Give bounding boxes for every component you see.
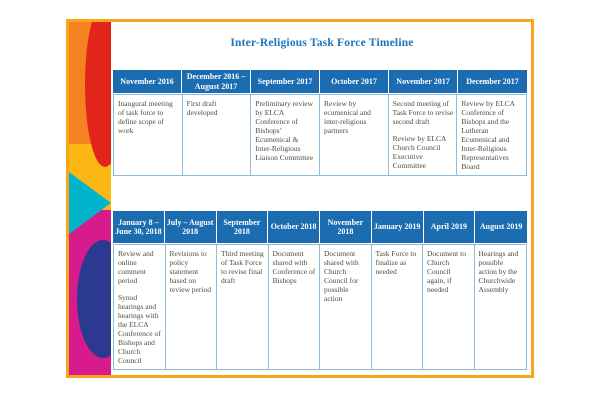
table-header-cell: December 2016 – August 2017 [182, 70, 251, 94]
table-header-row: January 8 – June 30, 2018 July – August … [113, 211, 527, 244]
table-cell: Preliminary review by ELCA Conference of… [251, 95, 320, 175]
table-header-cell: September 2018 [216, 211, 269, 244]
table-cell: First draft developed [182, 95, 252, 175]
slide-frame: Inter-Religious Task Force Timeline Nove… [66, 19, 534, 378]
table-cell: Review and online comment period Synod h… [114, 245, 166, 369]
timeline-table-2018-2019: January 8 – June 30, 2018 July – August … [113, 211, 527, 370]
table-header-cell: August 2019 [475, 211, 527, 244]
table-cell: Document shared with Church Council for … [320, 245, 372, 369]
table-header-cell: November 2017 [389, 70, 458, 94]
table-header-cell: December 2017 [458, 70, 527, 94]
slide-title: Inter-Religious Task Force Timeline [230, 37, 414, 49]
table-cell: Hearings and possible action by the Chur… [474, 245, 526, 369]
table-cell: Review by ecumenical and inter-religious… [319, 95, 389, 175]
table-body-row: Review and online comment period Synod h… [113, 244, 527, 370]
table-cell: Second meeting of Task Force to revise s… [388, 95, 458, 175]
table-header-cell: January 2019 [371, 211, 424, 244]
table-cell: Revisions to policy statement based on r… [165, 245, 217, 369]
decorative-left-strip [69, 22, 111, 375]
table-header-cell: October 2017 [320, 70, 389, 94]
table-cell: Inaugural meeting of task force to defin… [114, 95, 183, 175]
table-header-cell: October 2018 [268, 211, 320, 244]
table-header-cell: April 2019 [423, 211, 476, 244]
table-header-cell: September 2017 [251, 70, 320, 94]
table-cell: Third meeting of Task Force to revise fi… [217, 245, 269, 369]
table-header-row: November 2016 December 2016 – August 201… [113, 70, 527, 94]
timeline-table-2016-2017: November 2016 December 2016 – August 201… [113, 70, 527, 176]
table-cell: Document shared with Conference of Bisho… [268, 245, 320, 369]
table-cell: Task Force to finalize as needed [371, 245, 423, 369]
table-cell: Document to Church Council again, if nee… [423, 245, 475, 369]
decorative-navy-ellipse [77, 240, 111, 358]
table-cell: Review by ELCA Conference of Bishops and… [457, 95, 526, 175]
table-header-cell: November 2016 [113, 70, 182, 94]
table-header-cell: July – August 2018 [164, 211, 217, 244]
table-header-cell: January 8 – June 30, 2018 [113, 211, 165, 244]
table-header-cell: November 2018 [320, 211, 372, 244]
table-body-row: Inaugural meeting of task force to defin… [113, 94, 527, 176]
